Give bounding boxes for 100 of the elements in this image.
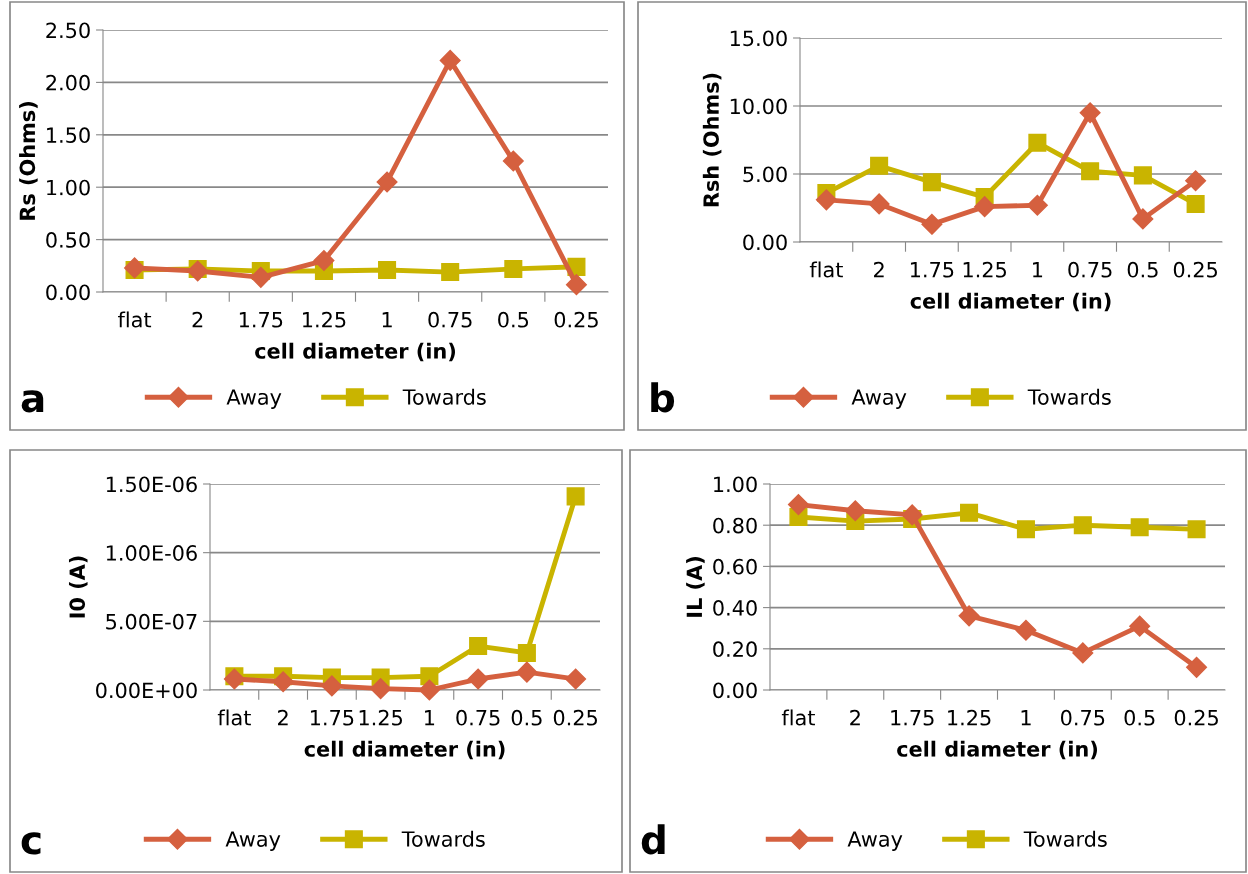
point (565, 668, 587, 690)
text: b (651, 382, 675, 413)
legend-label: Away (851, 389, 907, 409)
point (960, 503, 979, 522)
point (868, 193, 890, 215)
x-tick-label: 0.25 (554, 311, 598, 328)
point (1026, 194, 1048, 216)
y-axis-title: IL (A) (686, 557, 705, 617)
point (1015, 619, 1037, 641)
y-tick-label: 1.50E-06 (106, 476, 197, 493)
point (517, 643, 536, 662)
point (516, 661, 538, 683)
x-tick-label: flat (809, 261, 843, 278)
text: d (641, 824, 665, 855)
point (1186, 656, 1208, 678)
y-tick-label: 1.00 (47, 179, 90, 196)
y-axis-title: Rs (Ohms) (19, 102, 38, 220)
x-tick-label: 0.5 (1127, 261, 1158, 278)
x-tick-label: flat (118, 311, 152, 328)
x-tick-label: 1 (1021, 710, 1031, 726)
point (1129, 615, 1151, 637)
x-tick-label: 2 (874, 261, 884, 278)
x-tick-label: 2 (192, 311, 203, 328)
point (1073, 516, 1092, 535)
point (1133, 166, 1152, 185)
y-tick-label: 0.80 (713, 517, 757, 534)
x-tick-label: 0.75 (456, 709, 500, 726)
point (958, 605, 980, 627)
point (1187, 520, 1206, 539)
y-axis-title: Rsh (Ohms) (702, 73, 722, 207)
point (901, 504, 923, 526)
x-tick-label: 0.5 (1124, 709, 1155, 726)
y-tick-label: 0.00 (46, 284, 90, 301)
point (787, 494, 809, 516)
point (870, 156, 889, 175)
point (1079, 102, 1101, 124)
x-tick-label: 1.75 (891, 710, 934, 726)
x-axis-title: cell diameter (in) (910, 292, 1111, 312)
x-tick-label: 1.75 (910, 262, 954, 278)
point (502, 150, 524, 172)
point (250, 266, 272, 288)
x-tick-label: 2 (278, 709, 288, 726)
point (376, 171, 398, 193)
y-tick-label: 2.50 (46, 22, 90, 39)
x-tick-label: 0.75 (1060, 709, 1105, 726)
y-tick-label: 5.00E-07 (106, 613, 197, 630)
y-tick-label: 1.00E-06 (106, 545, 197, 561)
x-tick-label: 1.75 (310, 710, 354, 726)
y-tick-label: 1.50 (47, 127, 90, 144)
point (1132, 208, 1154, 230)
x-tick-label: 0.25 (1173, 261, 1217, 278)
point (469, 637, 488, 656)
point (321, 675, 343, 697)
y-tick-label: 0.40 (713, 600, 757, 616)
x-tick-label: 0.75 (1068, 261, 1112, 278)
point (504, 259, 523, 278)
y-tick-label: 2.00 (46, 74, 90, 91)
y-tick-label: 0.60 (713, 558, 757, 575)
x-tick-label: 0.25 (553, 709, 597, 726)
y-tick-label: 10.00 (730, 98, 787, 115)
legend-label: Towards (402, 388, 486, 405)
y-tick-label: 0.00E+00 (96, 682, 197, 699)
y-tick-label: 15.00 (730, 30, 787, 47)
point (272, 671, 294, 693)
x-tick-label: 0.5 (498, 311, 529, 328)
y-tick-label: 0.00 (713, 682, 757, 699)
x-tick-label: flat (781, 709, 815, 726)
point (565, 274, 587, 296)
text: c (21, 832, 41, 855)
x-tick-label: 0.5 (511, 709, 542, 726)
point (378, 260, 397, 280)
y-tick-label: 5.00 (743, 166, 787, 183)
point (922, 173, 941, 192)
x-tick-label: 1.25 (948, 709, 991, 726)
point (1185, 170, 1207, 192)
y-tick-label: 0.00 (743, 234, 787, 251)
point (974, 196, 996, 218)
legend-label: Away (225, 831, 281, 851)
point (1081, 162, 1100, 181)
point (844, 500, 866, 522)
point (1028, 133, 1047, 152)
legend-label: Towards (401, 830, 485, 847)
point (1130, 518, 1149, 537)
x-tick-label: 1.25 (963, 261, 1006, 278)
point (441, 263, 460, 282)
text: a (21, 390, 44, 413)
point (313, 250, 335, 272)
legend-label: Away (847, 831, 903, 851)
x-tick-label: flat (217, 709, 251, 726)
x-tick-label: 1.25 (359, 709, 402, 726)
y-axis-title: I0 (A) (68, 556, 88, 618)
point (815, 189, 837, 211)
x-tick-label: 2 (850, 709, 860, 726)
x-tick-label: 1.25 (303, 311, 346, 328)
legend-label: Towards (1023, 830, 1107, 847)
point (566, 487, 585, 506)
y-tick-label: 0.20 (713, 641, 757, 658)
x-axis-title: cell diameter (in) (255, 342, 456, 362)
x-tick-label: 0.75 (428, 311, 472, 328)
point (921, 213, 943, 235)
